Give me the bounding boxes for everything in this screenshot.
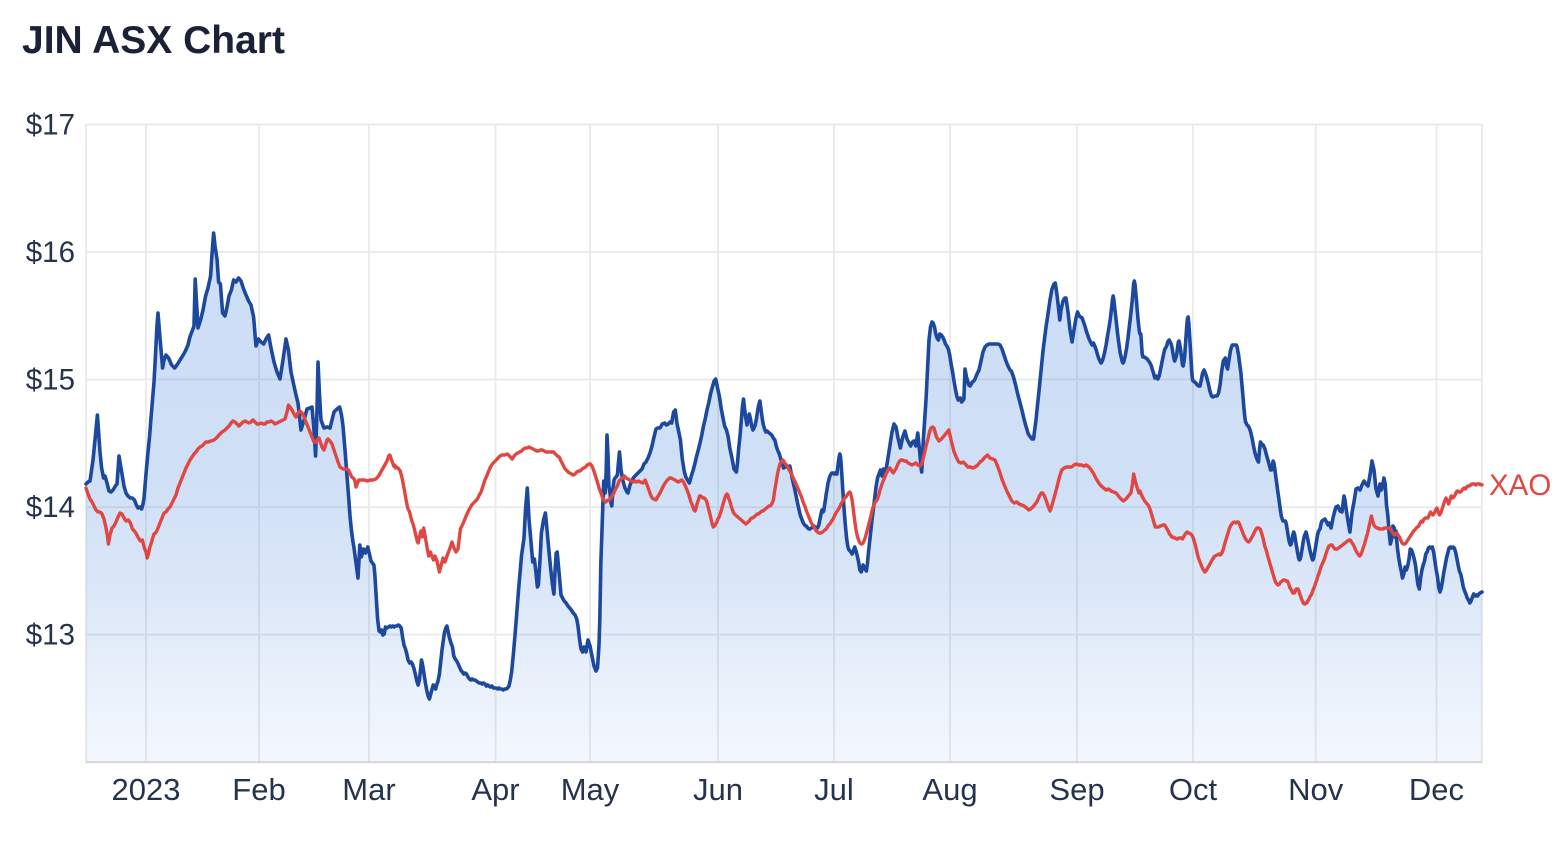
svg-text:$15: $15 (26, 364, 75, 397)
svg-text:2023: 2023 (112, 772, 181, 807)
svg-text:$13: $13 (26, 619, 75, 652)
svg-text:$16: $16 (26, 236, 75, 269)
svg-text:Dec: Dec (1409, 772, 1464, 807)
svg-text:$14: $14 (26, 491, 75, 524)
svg-text:Mar: Mar (342, 772, 395, 807)
svg-text:Feb: Feb (232, 772, 285, 807)
svg-text:Nov: Nov (1288, 772, 1344, 807)
svg-text:May: May (561, 772, 620, 807)
svg-text:Apr: Apr (471, 772, 519, 807)
svg-text:Aug: Aug (922, 772, 977, 807)
svg-text:$17: $17 (26, 108, 75, 141)
svg-text:Jun: Jun (693, 772, 743, 807)
svg-text:XAO: XAO (1489, 469, 1551, 502)
svg-text:JIN ASX Chart: JIN ASX Chart (22, 19, 285, 62)
svg-text:Jul: Jul (814, 772, 854, 807)
svg-text:Sep: Sep (1049, 772, 1104, 807)
svg-text:Oct: Oct (1169, 772, 1218, 807)
